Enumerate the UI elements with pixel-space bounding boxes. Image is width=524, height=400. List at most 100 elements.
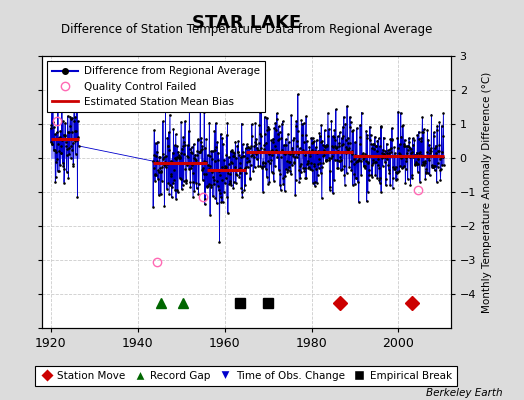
Point (207, 148, 215, 154)
Point (406, 145, 414, 152)
Point (283, 150, 292, 156)
Point (59, 118, 67, 124)
Point (368, 141, 377, 147)
Point (225, 160, 233, 167)
Point (388, 184, 397, 191)
Point (256, 108, 264, 115)
Point (375, 165, 383, 172)
Point (69, 160, 77, 167)
Point (440, 162, 448, 168)
Point (302, 113, 310, 119)
Legend: Difference from Regional Average, Quality Control Failed, Estimated Station Mean: Difference from Regional Average, Qualit… (47, 61, 265, 112)
Point (189, 179, 197, 185)
Point (63, 113, 72, 119)
Point (202, 170, 210, 177)
Point (288, 162, 296, 168)
Point (221, 162, 229, 169)
Point (351, 181, 359, 188)
Point (405, 139, 413, 145)
Point (174, 148, 182, 155)
Text: STAR LAKE: STAR LAKE (192, 14, 301, 32)
Point (164, 142, 172, 149)
Point (184, 160, 192, 166)
Point (151, 171, 159, 177)
Point (184, 128, 193, 134)
Point (277, 154, 285, 160)
Point (52, 148, 60, 155)
Point (407, 148, 416, 155)
Point (421, 176, 430, 182)
Point (330, 176, 338, 183)
Point (375, 180, 384, 186)
Point (367, 141, 375, 147)
Point (174, 153, 183, 160)
Point (187, 184, 195, 190)
Point (266, 160, 274, 166)
Point (176, 155, 184, 161)
Point (49, 146, 58, 153)
Point (361, 165, 369, 172)
Point (383, 140, 391, 147)
Point (183, 154, 192, 160)
Point (295, 179, 303, 185)
Point (63, 146, 71, 153)
Point (48, 102, 56, 109)
Point (279, 174, 287, 181)
Point (154, 138, 162, 145)
Point (381, 148, 390, 154)
Point (320, 147, 328, 154)
Point (327, 148, 335, 155)
Point (321, 156, 330, 163)
Point (310, 161, 318, 168)
Point (48, 141, 57, 148)
Point (304, 165, 312, 171)
Point (376, 175, 385, 181)
Point (226, 178, 234, 184)
Point (177, 119, 185, 125)
Point (257, 132, 265, 139)
Point (307, 139, 315, 146)
Point (438, 162, 446, 168)
Point (241, 186, 249, 193)
Point (374, 156, 382, 163)
Point (296, 145, 304, 151)
Point (71, 150, 80, 157)
Point (188, 144, 196, 150)
Point (428, 164, 436, 170)
Point (400, 142, 408, 149)
Point (330, 127, 339, 134)
Point (154, 176, 162, 182)
Point (303, 161, 311, 167)
Point (179, 142, 187, 149)
Point (427, 145, 435, 151)
Point (54, 168, 63, 174)
Point (419, 128, 428, 135)
Point (399, 122, 407, 129)
Point (189, 193, 197, 200)
Point (241, 165, 249, 172)
Point (246, 162, 255, 168)
Point (236, 164, 245, 171)
Point (250, 143, 258, 149)
Point (366, 132, 375, 138)
Point (230, 150, 238, 156)
Point (153, 158, 161, 164)
Point (275, 136, 283, 142)
Point (149, 165, 158, 171)
Point (377, 188, 385, 195)
Point (160, 162, 168, 168)
Point (350, 156, 358, 162)
Point (425, 172, 434, 178)
Point (312, 144, 320, 150)
Point (423, 170, 432, 176)
Point (263, 173, 271, 180)
Point (268, 146, 277, 153)
Point (379, 154, 387, 160)
Point (255, 122, 264, 128)
Point (404, 143, 412, 149)
Point (248, 133, 256, 139)
Point (165, 147, 173, 153)
Point (151, 140, 160, 146)
Point (164, 180, 172, 186)
Point (416, 148, 424, 155)
